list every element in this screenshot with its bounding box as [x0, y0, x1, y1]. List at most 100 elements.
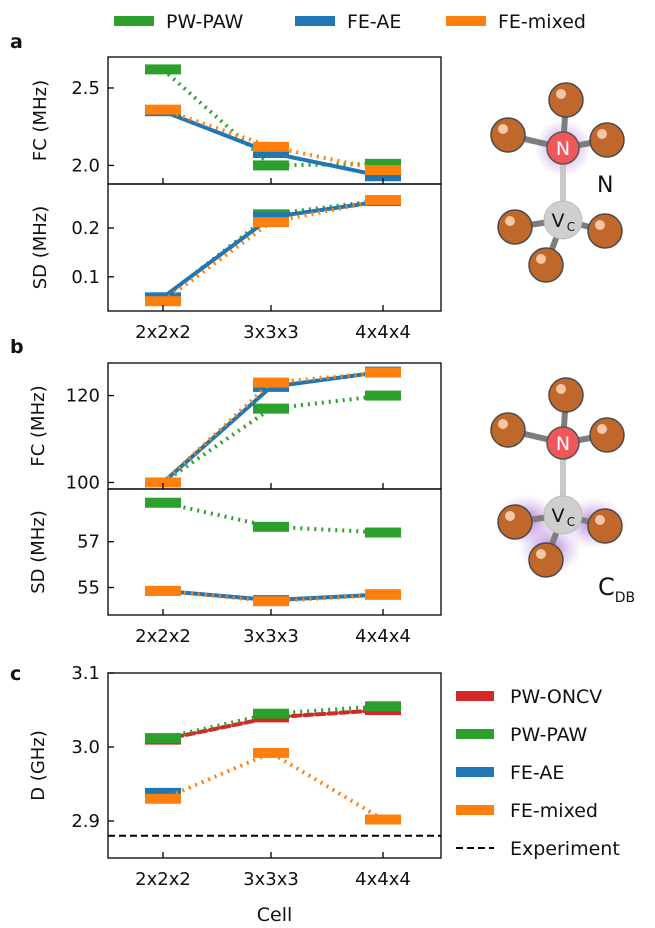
y-tick-label: 2.5: [71, 78, 100, 99]
data-marker-fe-ae-1: [253, 148, 289, 159]
data-marker-pw-paw-1: [253, 403, 289, 414]
y-axis-label: D (GHz): [28, 730, 49, 801]
vacancy-site: [543, 495, 583, 535]
legend-swatch: [456, 767, 494, 777]
carbon-highlight: [597, 424, 607, 434]
cdb-label-sub: DB: [615, 590, 635, 606]
carbon-highlight: [505, 216, 515, 226]
x-tick-label: 4x4x4: [355, 869, 411, 890]
y-axis-label: SD (MHz): [28, 510, 49, 594]
nitrogen-atom: [546, 426, 580, 460]
plot-frame: [107, 488, 442, 616]
panel-letter-b: b: [10, 336, 24, 358]
plots-layer: 2.0 2.5 FC (MHz) 0.1 0.2 2x2x2 3x3x3 4x4x4 SD (M…: [28, 56, 442, 926]
data-marker-fe-mixed-2: [365, 165, 401, 176]
vacancy-label: V: [552, 505, 565, 527]
series-line-pw-paw: [162, 500, 384, 535]
legend-label: FE-mixed: [498, 11, 586, 33]
carbon-atom: [497, 209, 533, 245]
nitrogen-label: N: [556, 138, 570, 160]
legend-label: FE-AE: [510, 762, 564, 784]
carbon-highlight: [498, 124, 508, 134]
legend-swatch: [456, 729, 494, 739]
molecules-layer: NV CNV C: [490, 82, 627, 578]
carbon-atom: [589, 122, 625, 158]
nitrogen-label: N: [556, 433, 570, 455]
y-tick-label: 120: [66, 386, 100, 407]
carbon-highlight: [556, 89, 566, 99]
carbon-atom: [490, 412, 526, 448]
data-marker-fe-mixed-1: [253, 596, 289, 607]
carbon-atom: [490, 117, 526, 153]
legend-label: FE-AE: [347, 11, 401, 33]
series-line-pw-paw: [161, 393, 384, 485]
y-tick-label: 2.0: [71, 155, 100, 176]
data-marker-pw-paw-1: [253, 708, 289, 719]
x-tick-label: 3x3x3: [243, 869, 299, 890]
data-marker-pw-paw-0: [145, 64, 181, 75]
carbon-highlight: [498, 419, 508, 429]
legend-label: PW-PAW: [166, 11, 244, 33]
data-marker-pw-paw-2: [365, 701, 401, 712]
vacancy-site: [543, 200, 583, 240]
carbon-highlight: [556, 384, 566, 394]
nitrogen-atom: [546, 131, 580, 165]
plot-frame: [107, 183, 442, 312]
carbon-atom: [548, 82, 584, 118]
y-tick-label: 57: [77, 532, 100, 553]
data-marker-fe-mixed-2: [365, 814, 401, 825]
y-axis-label: SD (MHz): [30, 206, 51, 290]
x-tick-label: 2x2x2: [135, 322, 191, 343]
cdb-label: CDB: [598, 573, 635, 606]
carbon-atom: [497, 504, 533, 540]
bottom-legend-item: PW-ONCV: [456, 686, 602, 708]
y-tick-label: 0.2: [71, 218, 100, 239]
chart-c_d: 2.9 3.0 3.1 2x2x2 3x3x3 4x4x4 D (GHz) Cell: [28, 663, 442, 926]
y-tick-label: 100: [66, 472, 100, 493]
data-marker-fe-mixed-0: [145, 793, 181, 804]
chart-b_fc: 100 120 FC (MHz): [28, 362, 442, 493]
data-marker-fe-mixed-1: [253, 377, 289, 388]
data-marker-fe-mixed-2: [365, 195, 401, 206]
data-marker-fe-mixed-1: [253, 141, 289, 152]
data-marker-pw-paw-2: [365, 527, 401, 538]
data-marker-fe-mixed-0: [145, 585, 181, 596]
legend-swatch: [446, 16, 486, 26]
y-tick-label: 0.1: [71, 267, 100, 288]
data-marker-fe-mixed-2: [365, 589, 401, 600]
x-tick-label: 3x3x3: [243, 626, 299, 647]
data-marker-fe-mixed-0: [145, 104, 181, 115]
carbon-highlight: [536, 254, 546, 264]
data-marker-fe-mixed-0: [145, 296, 181, 307]
data-marker-pw-paw-1: [253, 521, 289, 532]
data-marker-fe-ae-0: [145, 787, 181, 798]
bottom-legend-item: PW-PAW: [456, 724, 588, 746]
data-marker-fe-ae-2: [365, 171, 401, 182]
series-line-fe-mixed: [162, 588, 384, 604]
chart-a_sd: 0.1 0.2 2x2x2 3x3x3 4x4x4 SD (MHz): [30, 183, 442, 343]
carbon-highlight: [595, 515, 605, 525]
x-tick-label: 2x2x2: [135, 626, 191, 647]
y-axis-label: FC (MHz): [30, 80, 51, 161]
legend-swatch: [114, 16, 154, 26]
top-legend-item: PW-PAW: [114, 11, 244, 33]
x-tick-label: 4x4x4: [355, 322, 411, 343]
bottom-legend-item: FE-AE: [456, 762, 564, 784]
bottom-legend-item: FE-mixed: [456, 800, 598, 822]
panel-letter-a: a: [10, 31, 23, 53]
data-marker-pw-paw-1: [253, 160, 289, 171]
series-line-fe-mixed: [162, 750, 385, 822]
legends-layer: PW-PAW FE-AE FE-mixed PW-ONCV PW-PAW FE-AE FE-…: [114, 11, 620, 860]
legend-swatch: [295, 16, 335, 26]
series-line-pw-paw: [162, 704, 384, 741]
molecule-cdb: N V C: [490, 377, 627, 578]
x-axis-label: Cell: [257, 904, 293, 926]
top-legend-item: FE-mixed: [446, 11, 586, 33]
y-axis-label: FC (MHz): [28, 385, 49, 466]
carbon-highlight: [536, 549, 546, 559]
data-marker-pw-paw-0: [145, 733, 181, 744]
data-marker-fe-mixed-1: [253, 217, 289, 228]
legend-swatch: [456, 805, 494, 815]
data-marker-pw-paw-2: [365, 390, 401, 401]
carbon-atom: [587, 213, 623, 249]
